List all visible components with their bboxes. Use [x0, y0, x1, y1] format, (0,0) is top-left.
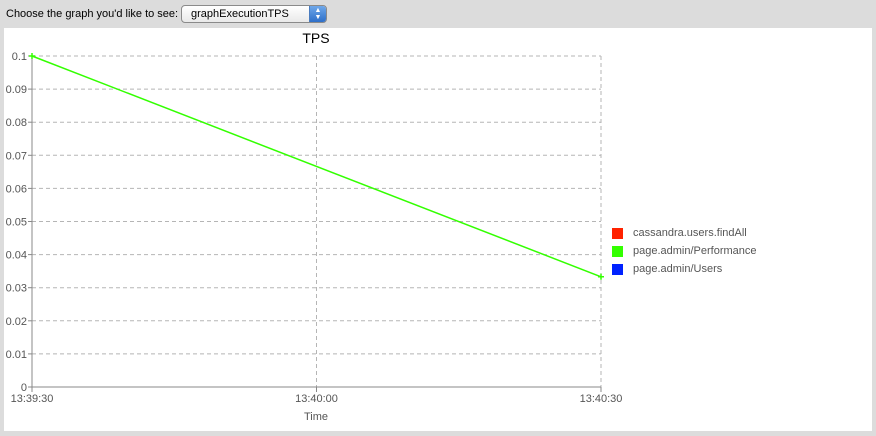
legend-swatch	[612, 227, 623, 239]
y-tick-label: 0.01	[6, 349, 27, 361]
legend-label: cassandra.users.findAll	[633, 227, 747, 239]
y-tick-label: 0.02	[6, 316, 27, 328]
chart-panel: TPS 0 0.01 0.02 0.03 0.04 0.05 0.06 0.07 0.08 0.0…	[4, 28, 872, 431]
tps-chart: TPS 0 0.01 0.02 0.03 0.04 0.05 0.06 0.07 0.08 0.0…	[6, 30, 623, 423]
select-arrows-icon[interactable]: ▲ ▼	[309, 6, 326, 22]
legend-item: cassandra.users.findAll	[612, 224, 757, 242]
legend-swatch	[612, 245, 623, 257]
x-tick-label: 13:39:30	[11, 393, 54, 405]
series-point	[598, 273, 604, 280]
graph-select[interactable]: graphExecutionTPS ▲ ▼	[181, 5, 327, 23]
y-tick-label: 0.07	[6, 150, 27, 162]
graph-select-value: graphExecutionTPS	[191, 8, 289, 20]
y-tick-label: 0.05	[6, 217, 27, 229]
series-line-1	[31, 55, 602, 278]
y-tick-label: 0	[21, 382, 27, 394]
toolbar: Choose the graph you'd like to see: grap…	[0, 0, 876, 28]
chart-title: TPS	[302, 30, 329, 46]
x-axis-label: Time	[304, 411, 328, 423]
legend-label: page.admin/Users	[633, 263, 723, 275]
y-tick-label: 0.08	[6, 117, 27, 129]
graph-chooser-label: Choose the graph you'd like to see:	[6, 8, 179, 20]
y-tick-label: 0.1	[12, 51, 27, 63]
legend-item: page.admin/Users	[612, 260, 757, 278]
legend-swatch	[612, 263, 623, 275]
legend-label: page.admin/Performance	[633, 245, 757, 257]
y-tick-label: 0.06	[6, 183, 27, 195]
legend-item: page.admin/Performance	[612, 242, 757, 260]
x-tick-label: 13:40:30	[580, 393, 623, 405]
y-tick-label: 0.03	[6, 283, 27, 295]
y-tick-label: 0.09	[6, 84, 27, 96]
y-tick-label: 0.04	[6, 250, 27, 262]
chart-legend: cassandra.users.findAll page.admin/Perfor…	[612, 224, 757, 278]
series-point	[29, 53, 35, 59]
x-tick-label: 13:40:00	[295, 393, 338, 405]
